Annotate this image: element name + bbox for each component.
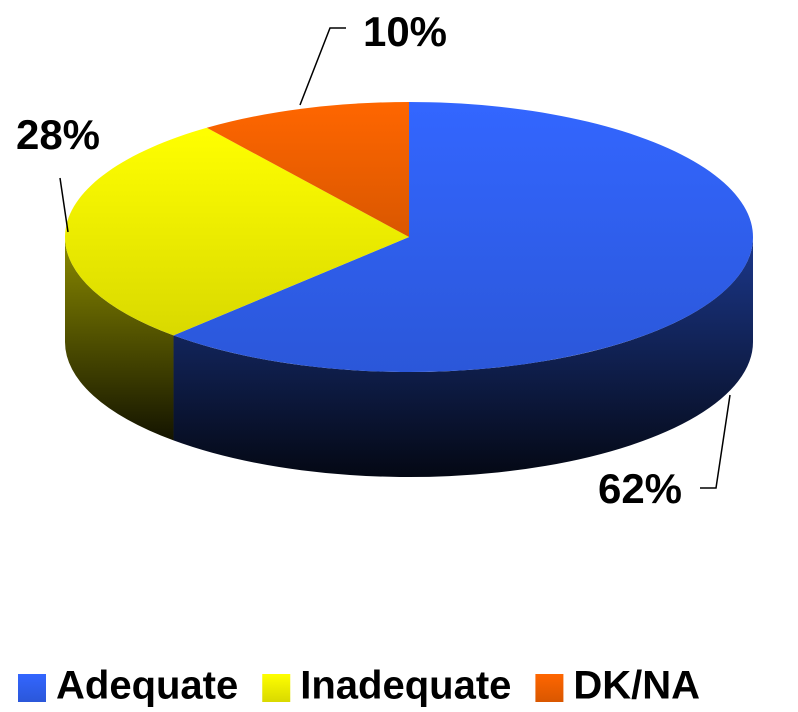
pie-slice [206, 102, 409, 237]
legend-label: Adequate [56, 664, 238, 708]
pie-slice [64, 127, 410, 336]
leader-line [299, 27, 346, 106]
leader-line [59, 177, 69, 233]
value-label: 10% [363, 8, 447, 55]
legend: Adequate Inadequate DK/NA [18, 664, 700, 708]
legend-swatch [262, 674, 291, 702]
legend-label: Inadequate [300, 664, 511, 708]
pie-side [65, 237, 174, 441]
pie-slice [173, 102, 754, 372]
legend-swatch [535, 674, 564, 702]
value-label: 62% [598, 465, 682, 512]
leader-line [700, 394, 731, 489]
legend-swatch [18, 674, 46, 702]
pie-tops [64, 102, 754, 372]
pie-sides [65, 237, 753, 477]
legend-label: DK/NA [573, 664, 700, 708]
pie-side [173, 237, 753, 477]
value-labels: 62% 28% 10% [16, 8, 682, 512]
value-label: 28% [16, 111, 100, 158]
